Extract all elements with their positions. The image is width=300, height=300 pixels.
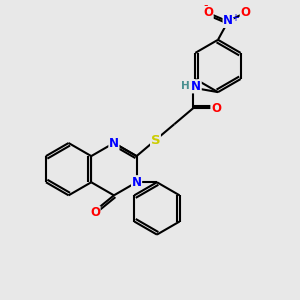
Text: N: N bbox=[132, 176, 142, 189]
Text: H: H bbox=[181, 81, 190, 91]
Text: S: S bbox=[151, 134, 160, 147]
Text: O: O bbox=[203, 6, 213, 19]
Text: +: + bbox=[231, 13, 239, 23]
Text: O: O bbox=[90, 206, 100, 219]
Text: N: N bbox=[223, 14, 233, 27]
Text: N: N bbox=[191, 80, 201, 93]
Text: -: - bbox=[203, 0, 207, 12]
Text: O: O bbox=[240, 6, 250, 19]
Text: O: O bbox=[211, 102, 221, 115]
Text: N: N bbox=[109, 136, 119, 149]
